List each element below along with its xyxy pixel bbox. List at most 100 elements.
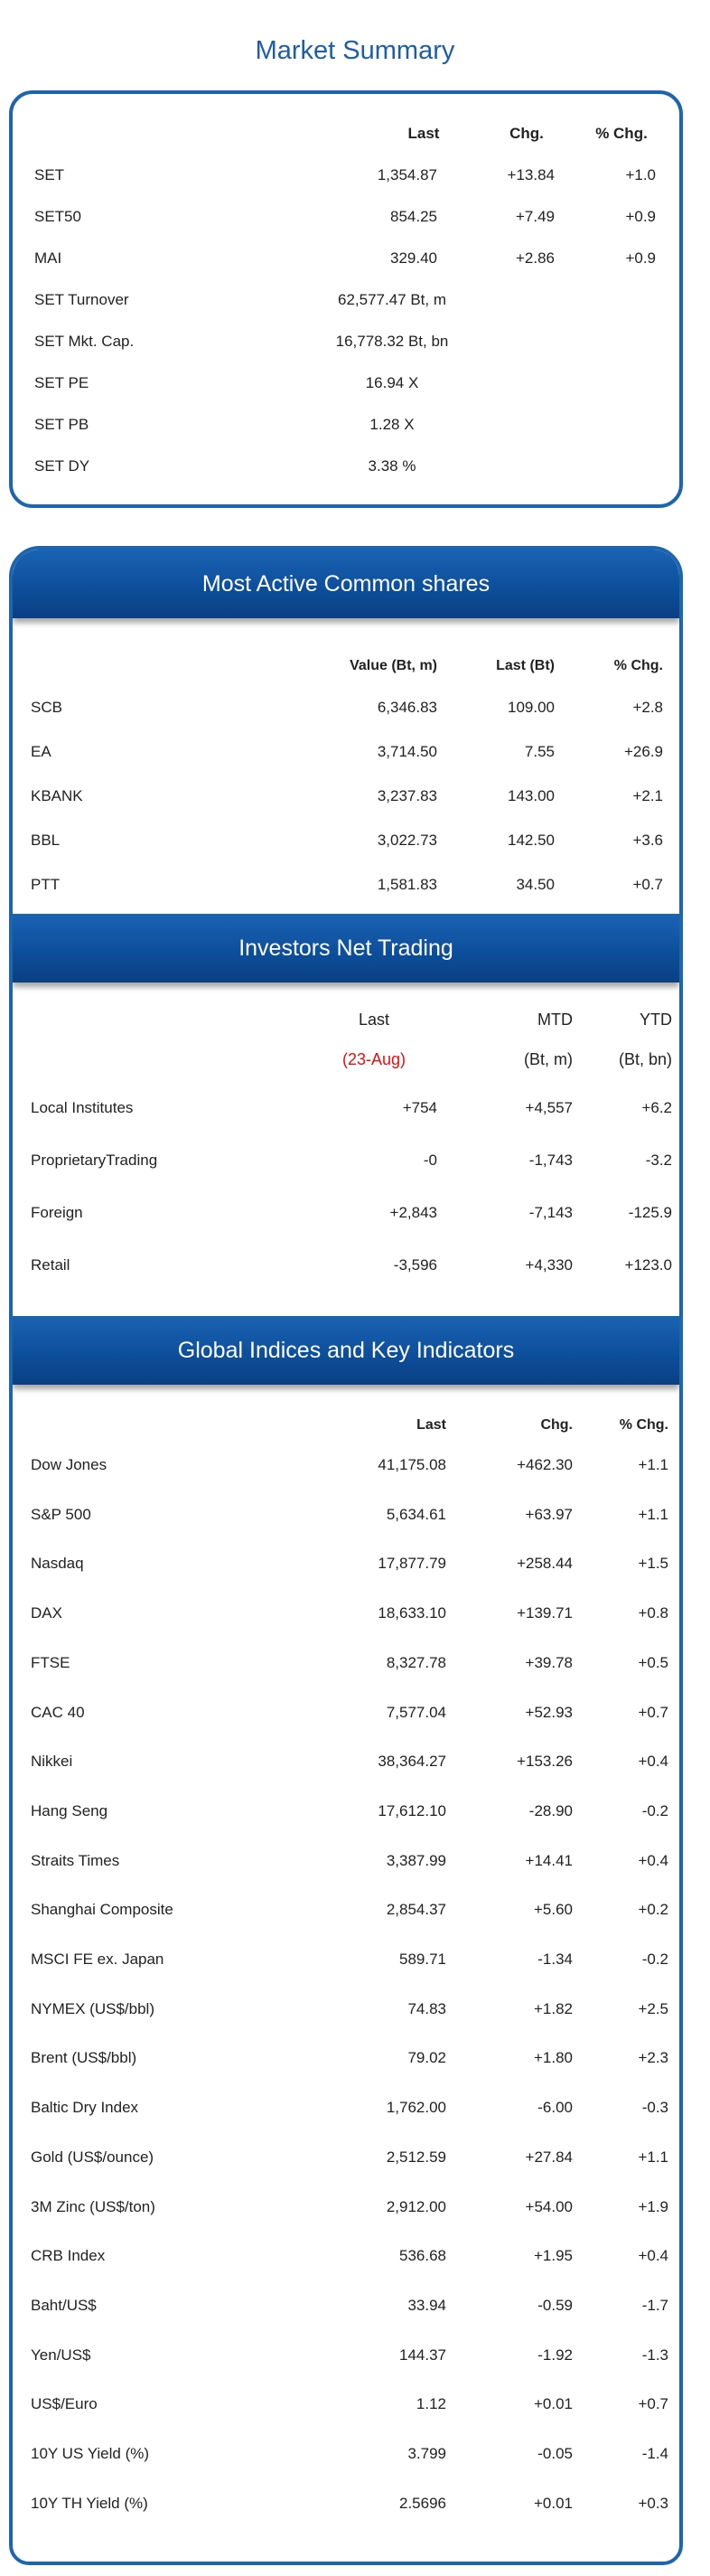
global-row-last: 589.71: [399, 1951, 446, 1968]
global-row-name: Nasdaq: [31, 1555, 84, 1573]
page-title: Market Summary: [255, 36, 455, 65]
summary-row-pct: +0.9: [625, 249, 656, 267]
investors-header-ytd: YTD: [640, 1011, 672, 1029]
summary-header-chg: Chg.: [509, 125, 544, 142]
most-active-row-value: 1,581.83: [377, 876, 437, 893]
global-row-chg: +139.71: [517, 1604, 573, 1622]
summary-row: MAI 329.40 +2.86 +0.9: [13, 249, 679, 277]
global-row-pct: -1.7: [641, 2296, 668, 2314]
global-row-last: 536.68: [399, 2247, 446, 2265]
global-row-chg: +0.01: [533, 2395, 573, 2413]
most-active-row-last: 109.00: [508, 699, 555, 716]
global-row-name: S&P 500: [31, 1505, 91, 1523]
global-row-last: 33.94: [407, 2296, 446, 2314]
global-row-pct: +0.2: [638, 1901, 668, 1919]
most-active-row-last: 34.50: [516, 876, 555, 893]
global-row-chg: +462.30: [517, 1456, 573, 1473]
global-row-name: CRB Index: [31, 2247, 106, 2265]
summary-row: SET Turnover 62,577.47 Bt, m: [13, 291, 679, 318]
summary-row: SET 1,354.87 +13.84 +1.0: [13, 166, 679, 193]
global-row-chg: +258.44: [517, 1555, 573, 1573]
global-row-pct: +0.4: [638, 1753, 668, 1771]
global-row-name: Baht/US$: [31, 2296, 97, 2314]
summary-header-row: Last Chg. % Chg.: [13, 125, 679, 152]
summary-row: SET50 854.25 +7.49 +0.9: [13, 208, 679, 235]
global-row-chg: +63.97: [525, 1505, 573, 1523]
global-row-pct: +1.1: [638, 2148, 668, 2166]
global-row-name: DAX: [31, 1604, 62, 1622]
global-row-name: Straits Times: [31, 1851, 120, 1869]
most-active-header-pct: % Chg.: [613, 658, 663, 673]
global-row-chg: +1.82: [533, 1999, 573, 2017]
global-row-chg: +27.84: [525, 2148, 573, 2166]
global-row-pct: -0.2: [641, 1951, 668, 1968]
global-row-last: 5,634.61: [386, 1505, 446, 1523]
global-header-pct: % Chg.: [619, 1417, 668, 1433]
global-row-name: US$/Euro: [31, 2395, 98, 2413]
global-row-name: Gold (US$/ounce): [31, 2148, 154, 2166]
global-row-pct: -1.4: [641, 2445, 668, 2462]
most-active-title-bar: Most Active Common shares: [13, 550, 679, 618]
global-row-chg: +153.26: [517, 1753, 573, 1771]
summary-row-chg: +13.84: [507, 166, 555, 183]
global-row-last: 2,512.59: [386, 2148, 446, 2166]
most-active-row-symbol: BBL: [31, 832, 61, 849]
summary-row-name: SET PE: [34, 374, 89, 391]
global-row-pct: -0.3: [641, 2099, 668, 2117]
investors-row-name: Foreign: [31, 1204, 83, 1221]
global-row-pct: +1.5: [638, 1555, 668, 1573]
summary-row-name: SET: [34, 166, 65, 183]
summary-row: SET DY 3.38 %: [13, 457, 679, 484]
global-row-pct: -1.3: [641, 2346, 668, 2364]
summary-header-pct: % Chg.: [595, 125, 648, 142]
market-detail-panel: Most Active Common shares Value (Bt, m) …: [9, 546, 683, 2565]
global-row-last: 7,577.04: [386, 1703, 446, 1721]
summary-row-pct: +0.9: [625, 208, 656, 225]
global-title: Global Indices and Key Indicators: [177, 1338, 515, 1363]
global-row-last: 144.37: [399, 2346, 446, 2364]
global-row-pct: +0.3: [638, 2494, 668, 2512]
most-active-row-last: 142.50: [508, 832, 555, 849]
global-row-name: NYMEX (US$/bbl): [31, 1999, 154, 2017]
global-row-last: 8,327.78: [386, 1653, 446, 1671]
global-row-pct: +2.3: [638, 2049, 668, 2067]
investors-row-name: Local Institutes: [31, 1099, 134, 1116]
investors-subheader-date: (23-Aug): [341, 1050, 406, 1068]
global-row-last: 3,387.99: [386, 1851, 446, 1869]
summary-row-name: SET50: [34, 208, 81, 225]
global-row-chg: -1.34: [537, 1951, 573, 1968]
investors-header-mtd: MTD: [537, 1011, 573, 1029]
global-row-name: MSCI FE ex. Japan: [31, 1951, 164, 1968]
most-active-row-symbol: SCB: [31, 699, 62, 716]
summary-row-last: 1.28 X: [369, 416, 415, 433]
global-row-last: 74.83: [407, 1999, 446, 2017]
global-row-pct: +0.4: [638, 1851, 668, 1869]
most-active-row-last: 143.00: [508, 787, 555, 804]
global-row-last: 17,612.10: [378, 1801, 446, 1819]
global-row-pct: +1.1: [638, 1456, 668, 1473]
most-active-header-value: Value (Bt, m): [350, 658, 437, 673]
global-row-chg: +1.95: [533, 2247, 573, 2265]
global-title-bar: Global Indices and Key Indicators: [13, 1316, 679, 1385]
global-row-name: Shanghai Composite: [31, 1901, 173, 1919]
investors-row-ytd: +6.2: [641, 1099, 672, 1116]
investors-row-last: +2,843: [389, 1204, 437, 1221]
most-active-header-last: Last (Bt): [496, 658, 555, 673]
summary-row: SET Mkt. Cap. 16,778.32 Bt, bn: [13, 333, 679, 360]
summary-row-last: 16.94 X: [365, 374, 419, 391]
investors-row-last: +754: [402, 1099, 437, 1116]
summary-header-last: Last: [407, 125, 440, 142]
global-row-pct: +0.4: [638, 2247, 668, 2265]
most-active-row-pct: +26.9: [623, 743, 663, 760]
global-row-name: 3M Zinc (US$/ton): [31, 2197, 155, 2215]
investors-subheader-mtd-unit: (Bt, m): [524, 1050, 573, 1068]
most-active-title: Most Active Common shares: [201, 571, 490, 597]
investors-row-mtd: -7,143: [528, 1204, 573, 1221]
global-row-chg: +39.78: [525, 1653, 573, 1671]
summary-row-last: 1,354.87: [377, 166, 437, 183]
global-row-pct: +0.7: [638, 1703, 668, 1721]
most-active-row-pct: +2.1: [632, 787, 663, 804]
summary-row: SET PB 1.28 X: [13, 416, 679, 443]
most-active-row-last: 7.55: [524, 743, 555, 760]
global-row-name: Dow Jones: [31, 1456, 107, 1473]
